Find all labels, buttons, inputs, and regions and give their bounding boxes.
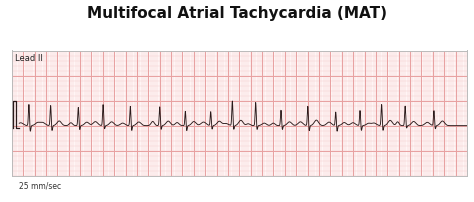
Text: Lead II: Lead II	[16, 54, 43, 63]
Text: Multifocal Atrial Tachycardia (MAT): Multifocal Atrial Tachycardia (MAT)	[87, 6, 387, 21]
Text: 25 mm/sec: 25 mm/sec	[19, 182, 61, 191]
